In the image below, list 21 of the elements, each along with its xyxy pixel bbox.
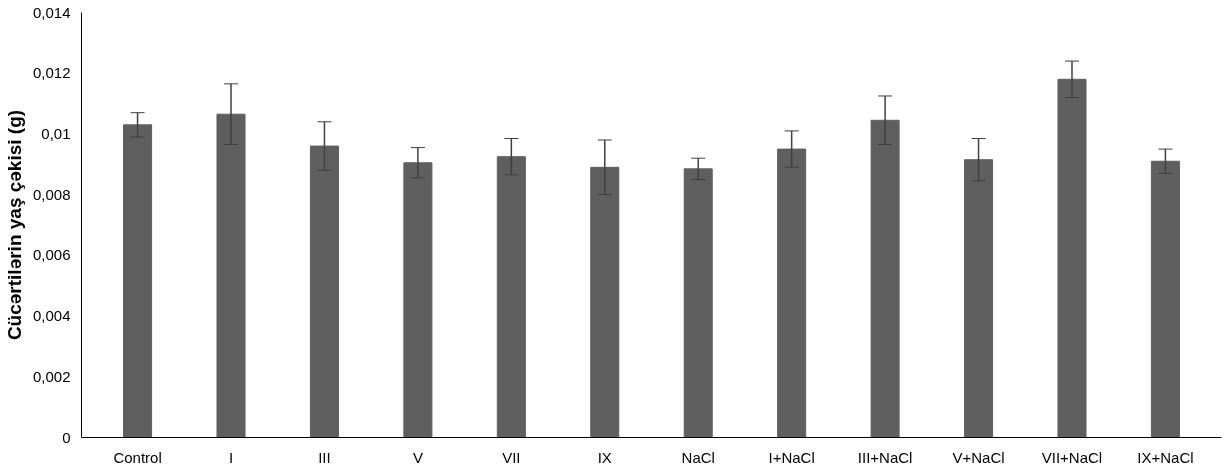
x-tick-label: VII+NaCl	[1041, 448, 1103, 466]
x-tick-label: IX	[597, 448, 612, 466]
x-tick-label: III	[318, 448, 331, 466]
x-tick-label: V+NaCl	[952, 448, 1005, 466]
x-tick-label: I	[228, 448, 234, 466]
x-tick-label: III+NaCl	[857, 448, 913, 466]
y-tick-label: 0,014	[32, 3, 71, 21]
y-axis-title: Cücərtilərin yaş çəkisi (g)	[3, 109, 25, 341]
x-tick-label: VII	[502, 448, 521, 466]
x-tick-label: IX+NaCl	[1137, 448, 1194, 466]
y-tick-label: 0,008	[32, 185, 71, 203]
y-tick-label: 0	[62, 428, 71, 446]
x-tick-label: NaCl	[681, 448, 715, 466]
y-tick-label: 0,002	[32, 367, 71, 385]
y-tick-label: 0,006	[32, 246, 71, 264]
y-tick-label: 0,01	[41, 124, 71, 142]
y-tick-label: 0,012	[32, 64, 71, 82]
y-tick-label: 0,004	[32, 307, 71, 325]
x-tick-label: V	[412, 448, 423, 466]
x-tick-label: Control	[113, 448, 162, 466]
x-tick-label: I+NaCl	[768, 448, 815, 466]
